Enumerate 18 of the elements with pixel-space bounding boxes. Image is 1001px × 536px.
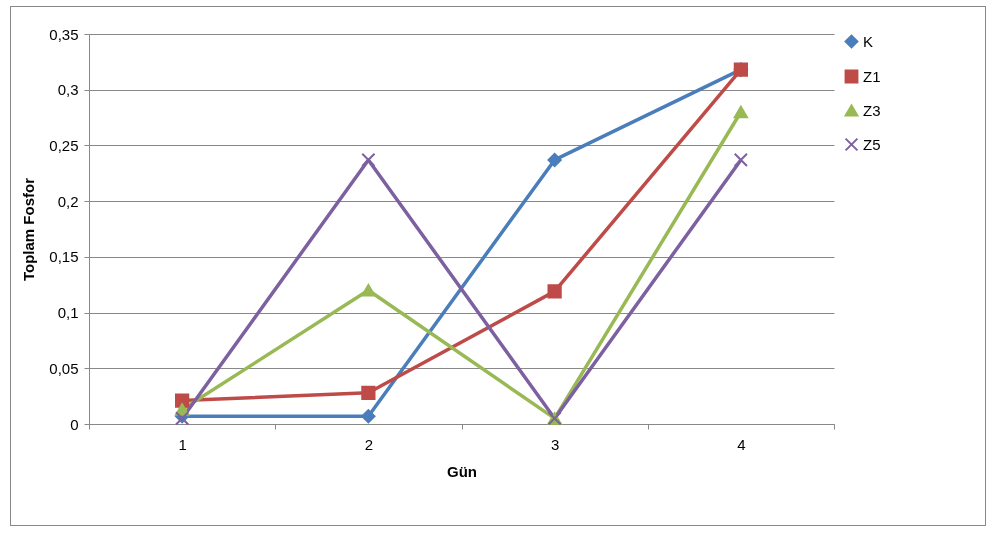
y-tick-label: 0,15	[49, 248, 79, 266]
y-tick-label: 0,2	[57, 192, 79, 210]
y-tick-label: 0,05	[49, 359, 79, 377]
x-tick-label: 4	[737, 435, 746, 453]
x-tick-label: 2	[364, 435, 374, 453]
y-axis-title: Toplam Fosfor	[20, 177, 38, 282]
y-tick-label: 0,1	[57, 304, 79, 322]
x-tick-label: 3	[550, 435, 560, 453]
y-tick-label: 0	[70, 415, 79, 433]
x-tick-label: 1	[178, 435, 187, 453]
y-tick-label: 0,25	[49, 136, 79, 154]
legend-label: Z1	[863, 67, 881, 85]
y-tick-label: 0,3	[57, 81, 79, 99]
legend-label: Z3	[863, 101, 881, 119]
y-tick-label: 0,35	[49, 25, 79, 43]
x-axis-title: Gün	[447, 462, 477, 480]
legend-label: Z5	[863, 135, 881, 153]
legend-label: K	[863, 32, 874, 50]
